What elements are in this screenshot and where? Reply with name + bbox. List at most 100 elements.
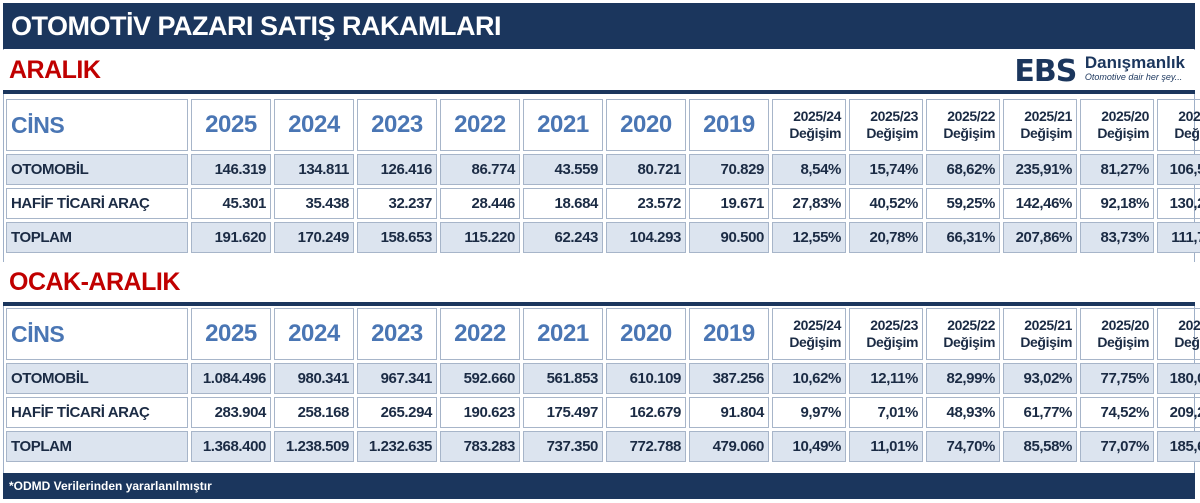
column-header-year: 2019 [689,308,769,360]
change-value: 82,99% [926,363,1000,394]
change-value: 106,58% [1157,154,1200,185]
change-value: 93,02% [1003,363,1077,394]
table-row: OTOMOBİL 146.319 134.811 126.416 86.774 43.55… [6,154,1200,185]
column-header-change: 2025/23 Değişim [849,308,923,360]
column-header-change: 2025/20 Değişim [1080,308,1154,360]
change-period: 2025/19 [1178,317,1200,333]
sales-value: 258.168 [274,397,354,428]
change-value: 83,73% [1080,222,1154,253]
change-label: Değişim [1097,334,1149,350]
column-header-year: 2023 [357,99,437,151]
column-header-change: 2025/24 Değişim [772,99,846,151]
change-value: 8,54% [772,154,846,185]
logo-tagline: Otomotive dair her şey... [1084,72,1183,82]
change-value: 66,31% [926,222,1000,253]
change-period: 2025/21 [1024,108,1072,124]
sales-value: 86.774 [440,154,520,185]
column-header-change: 2025/19Değişim [1157,99,1200,151]
sales-value: 90.500 [689,222,769,253]
sales-value: 23.572 [606,188,686,219]
change-value: 20,78% [849,222,923,253]
sales-value: 980.341 [274,363,354,394]
table-row: TOPLAM 191.620 170.249 158.653 115.220 62.243… [6,222,1200,253]
sales-value: 1.232.635 [357,431,437,462]
change-value: 111,73% [1157,222,1200,253]
change-value: 27,83% [772,188,846,219]
change-value: 85,58% [1003,431,1077,462]
change-period: 2025/24 [793,108,841,124]
sales-value: 28.446 [440,188,520,219]
footer-note: *ODMD Verilerinden yararlanılmıştır [3,473,1195,499]
sales-value: 175.497 [523,397,603,428]
column-header-change: 2025/24 Değişim [772,308,846,360]
change-label: Değişim [1020,125,1072,141]
row-label: TOPLAM [6,431,188,462]
column-header-category: CİNS [6,99,188,151]
sales-value: 43.559 [523,154,603,185]
change-period: 2025/23 [870,108,918,124]
change-value: 12,55% [772,222,846,253]
change-value: 11,01% [849,431,923,462]
section-title: ARALIK [9,56,101,84]
sales-value: 772.788 [606,431,686,462]
sales-value: 35.438 [274,188,354,219]
column-header-year: 2020 [606,99,686,151]
change-label: Değişim [1020,334,1072,350]
sales-value: 592.660 [440,363,520,394]
change-value: 74,52% [1080,397,1154,428]
row-label: OTOMOBİL [6,154,188,185]
change-label: Değişim [866,334,918,350]
column-header-year: 2022 [440,99,520,151]
sales-value: 158.653 [357,222,437,253]
aralik-table: CİNS 2025 2024 2023 2022 2021 2020 2019 2025/24 D… [3,96,1200,256]
change-value: 235,91% [1003,154,1077,185]
change-label: Değişim [943,125,995,141]
column-header-year: 2024 [274,308,354,360]
column-header-change: 2025/21 Değişim [1003,99,1077,151]
sales-value: 170.249 [274,222,354,253]
column-header-year: 2024 [274,99,354,151]
change-label: Değişim [866,125,918,141]
column-header-change: 2025/20 Değişim [1080,99,1154,151]
ocak-aralik-table: CİNS 2025 2024 2023 2022 2021 2020 2019 2025/24 D… [3,305,1200,465]
section-header-ocak-aralik: OCAK-ARALIK [3,262,1195,306]
change-period: 2025/19 [1178,108,1200,124]
column-header-change: 2025/22 Değişim [926,308,1000,360]
column-header-year: 2023 [357,308,437,360]
ebs-logo: EBS Danışmanlık Otomotive dair her şey..… [1014,54,1185,90]
table-row: TOPLAM 1.368.400 1.238.509 1.232.635 783.283… [6,431,1200,462]
sales-value: 737.350 [523,431,603,462]
sales-value: 191.620 [191,222,271,253]
change-value: 207,86% [1003,222,1077,253]
change-value: 9,97% [772,397,846,428]
table-row: HAFİF TİCARİ ARAÇ 45.301 35.438 32.237 28.44… [6,188,1200,219]
change-value: 77,07% [1080,431,1154,462]
section-title: OCAK-ARALIK [9,268,180,296]
sales-value: 91.804 [689,397,769,428]
sales-value: 783.283 [440,431,520,462]
sales-value: 190.623 [440,397,520,428]
change-value: 40,52% [849,188,923,219]
change-value: 7,01% [849,397,923,428]
change-value: 180,05% [1157,363,1200,394]
change-value: 68,62% [926,154,1000,185]
change-value: 10,49% [772,431,846,462]
row-label: HAFİF TİCARİ ARAÇ [6,188,188,219]
table-row: OTOMOBİL 1.084.496 980.341 967.341 592.660 56… [6,363,1200,394]
change-value: 59,25% [926,188,1000,219]
sales-value: 561.853 [523,363,603,394]
change-value: 12,11% [849,363,923,394]
sales-value: 1.084.496 [191,363,271,394]
column-header-change: 2025/19Değişim [1157,308,1200,360]
change-value: 81,27% [1080,154,1154,185]
change-value: 15,74% [849,154,923,185]
sales-value: 265.294 [357,397,437,428]
change-period: 2025/23 [870,317,918,333]
change-value: 92,18% [1080,188,1154,219]
sales-value: 126.416 [357,154,437,185]
change-label: Değişim [789,125,841,141]
change-label: Değişim [1097,125,1149,141]
sales-value: 479.060 [689,431,769,462]
sales-value: 18.684 [523,188,603,219]
column-header-year: 2019 [689,99,769,151]
